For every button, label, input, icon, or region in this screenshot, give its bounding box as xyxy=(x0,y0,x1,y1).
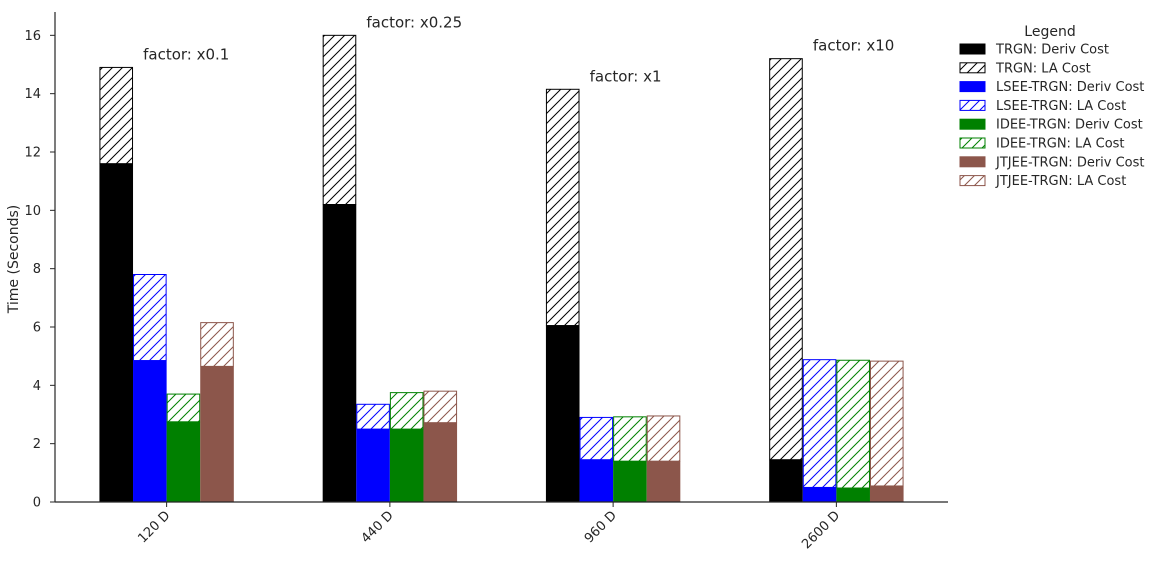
bar-la-idee-trgn-2 xyxy=(613,416,647,462)
x-tick-label-1: 440 D xyxy=(359,508,397,546)
legend-label-jtjee-trgn-deriv: JTJEE-TRGN: Deriv Cost xyxy=(995,155,1145,170)
x-tick-label-3: 2600 D xyxy=(799,508,843,552)
y-tick-label-1: 2 xyxy=(33,437,41,452)
legend-swatch-jtjee-trgn-la xyxy=(959,175,986,187)
y-ticks: 0 2 4 6 8 10 12 14 16 xyxy=(24,29,55,511)
bar-la-lsee-trgn-2 xyxy=(579,416,614,461)
y-tick-label-5: 10 xyxy=(24,204,41,219)
legend-label-lsee-trgn-la: LSEE-TRGN: LA Cost xyxy=(996,99,1126,114)
y-tick-label-4: 8 xyxy=(33,262,41,277)
bar-deriv-trgn-0 xyxy=(99,163,134,502)
bar-deriv-lsee-trgn-3 xyxy=(802,487,837,502)
bar-deriv-idee-trgn-2 xyxy=(613,461,647,502)
annotation-0: factor: x0.1 xyxy=(143,45,229,63)
legend-label-idee-trgn-deriv: IDEE-TRGN: Deriv Cost xyxy=(996,118,1143,133)
bar-deriv-idee-trgn-3 xyxy=(836,488,870,502)
legend-swatch-trgn-deriv xyxy=(959,43,986,55)
bar-deriv-jtjee-trgn-0 xyxy=(200,366,234,502)
bar-la-jtjee-trgn-0 xyxy=(200,322,234,367)
bar-la-idee-trgn-3 xyxy=(836,359,870,489)
bars-layer xyxy=(99,34,904,502)
legend-label-idee-trgn-la: IDEE-TRGN: LA Cost xyxy=(996,137,1125,152)
bar-la-lsee-trgn-1 xyxy=(356,403,390,430)
x-tick-label-0: 120 D xyxy=(135,508,173,546)
bar-la-lsee-trgn-3 xyxy=(802,359,837,488)
legend: Legend TRGN: Deriv Cost TRGN: LA Cost LSEE… xyxy=(959,24,1145,189)
legend-label-lsee-trgn-deriv: LSEE-TRGN: Deriv Cost xyxy=(996,80,1144,95)
bar-deriv-jtjee-trgn-2 xyxy=(646,461,681,502)
bar-la-trgn-3 xyxy=(769,58,803,461)
annotation-1: factor: x0.25 xyxy=(366,13,462,31)
y-axis-title: Time (Seconds) xyxy=(6,205,22,314)
legend-items: TRGN: Deriv Cost TRGN: LA Cost LSEE-TRGN: … xyxy=(959,43,1145,189)
bar-deriv-lsee-trgn-1 xyxy=(356,429,390,502)
legend-label-trgn-la: TRGN: LA Cost xyxy=(995,61,1091,76)
x-ticks: 120 D 440 D 960 D 2600 D xyxy=(135,502,843,552)
annotation-3: factor: x10 xyxy=(813,37,894,55)
bar-la-jtjee-trgn-3 xyxy=(869,360,904,487)
bar-deriv-idee-trgn-0 xyxy=(166,421,201,502)
legend-label-trgn-deriv: TRGN: Deriv Cost xyxy=(995,43,1109,58)
x-tick-label-2: 960 D xyxy=(582,508,620,546)
legend-swatch-lsee-trgn-deriv xyxy=(959,81,986,93)
bar-deriv-trgn-3 xyxy=(769,459,803,502)
bar-la-trgn-0 xyxy=(99,66,134,165)
legend-label-jtjee-trgn-la: JTJEE-TRGN: LA Cost xyxy=(995,174,1126,189)
bar-deriv-trgn-1 xyxy=(322,204,357,502)
bar-la-jtjee-trgn-1 xyxy=(423,390,458,424)
y-tick-label-0: 0 xyxy=(33,496,41,511)
bar-la-jtjee-trgn-2 xyxy=(646,415,681,462)
bar-deriv-jtjee-trgn-1 xyxy=(423,422,458,502)
bar-deriv-idee-trgn-1 xyxy=(389,429,424,502)
bar-la-trgn-2 xyxy=(545,88,580,327)
annotations: factor: x0.1 factor: x0.25 factor: x1 facto… xyxy=(143,13,894,85)
legend-swatch-idee-trgn-deriv xyxy=(959,118,986,130)
legend-title: Legend xyxy=(1024,24,1075,40)
y-tick-label-2: 4 xyxy=(33,379,41,394)
annotation-2: factor: x1 xyxy=(590,67,662,85)
legend-swatch-idee-trgn-la xyxy=(959,137,986,149)
legend-swatch-lsee-trgn-la xyxy=(959,99,986,111)
bar-deriv-lsee-trgn-2 xyxy=(579,459,614,502)
bar-deriv-trgn-2 xyxy=(545,325,580,502)
bar-la-trgn-1 xyxy=(322,34,357,206)
legend-swatch-jtjee-trgn-deriv xyxy=(959,156,986,168)
y-tick-label-8: 16 xyxy=(24,29,41,44)
y-tick-label-6: 12 xyxy=(24,146,41,161)
bar-deriv-jtjee-trgn-3 xyxy=(869,485,904,502)
bar-deriv-lsee-trgn-0 xyxy=(133,360,167,502)
y-tick-label-3: 6 xyxy=(33,321,41,336)
bar-la-idee-trgn-0 xyxy=(166,393,201,423)
legend-swatch-trgn-la xyxy=(959,62,986,74)
bar-la-idee-trgn-1 xyxy=(389,392,424,430)
y-tick-label-7: 14 xyxy=(24,87,41,102)
bar-la-lsee-trgn-0 xyxy=(133,274,167,362)
